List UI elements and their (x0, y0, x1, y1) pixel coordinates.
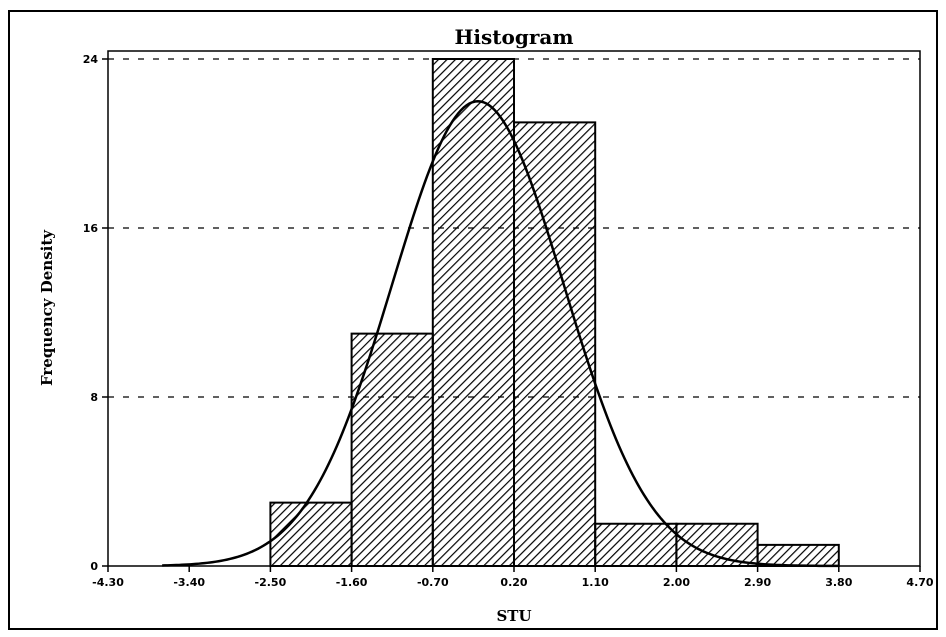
x-tick-label-0: -4.30 (92, 576, 124, 589)
x-tick-label-8: 2.90 (744, 576, 771, 589)
x-tick-label-7: 2.00 (663, 576, 690, 589)
bar-5 (675, 522, 759, 567)
chart-title: Histogram (455, 25, 574, 49)
x-tick-label-5: 0.20 (500, 576, 527, 589)
x-tick-label-4: -0.70 (417, 576, 449, 589)
x-axis-label: STU (496, 607, 531, 625)
chart-frame: Histogram 0 8 16 24 -4.30 -3.40 -2.50 -1.60 -0.7… (8, 10, 938, 630)
y-tick-label-3: 24 (83, 53, 99, 66)
y-tick-label-1: 8 (90, 391, 98, 404)
bar-0 (269, 501, 353, 567)
bar-4 (594, 522, 678, 567)
x-tick-label-6: 1.10 (582, 576, 609, 589)
histogram-chart: Histogram 0 8 16 24 -4.30 -3.40 -2.50 -1.60 -0.7… (38, 25, 934, 625)
y-axis-label: Frequency Density (38, 229, 56, 386)
x-tick-label-2: -2.50 (255, 576, 287, 589)
x-tick-label-1: -3.40 (173, 576, 205, 589)
y-tick-label-2: 16 (83, 222, 99, 235)
bar-2 (431, 58, 515, 567)
x-tick-label-9: 3.80 (825, 576, 852, 589)
bar-1 (350, 332, 434, 567)
x-tick-label-10: 4.70 (906, 576, 933, 589)
y-tick-label-0: 0 (90, 560, 98, 573)
bars (269, 58, 840, 567)
x-tick-label-3: -1.60 (336, 576, 368, 589)
normal-curve (162, 99, 839, 568)
bar-6 (756, 543, 840, 567)
axis-ticks: 0 8 16 24 -4.30 -3.40 -2.50 -1.60 -0.70 0.20 1.10 2… (83, 53, 934, 589)
